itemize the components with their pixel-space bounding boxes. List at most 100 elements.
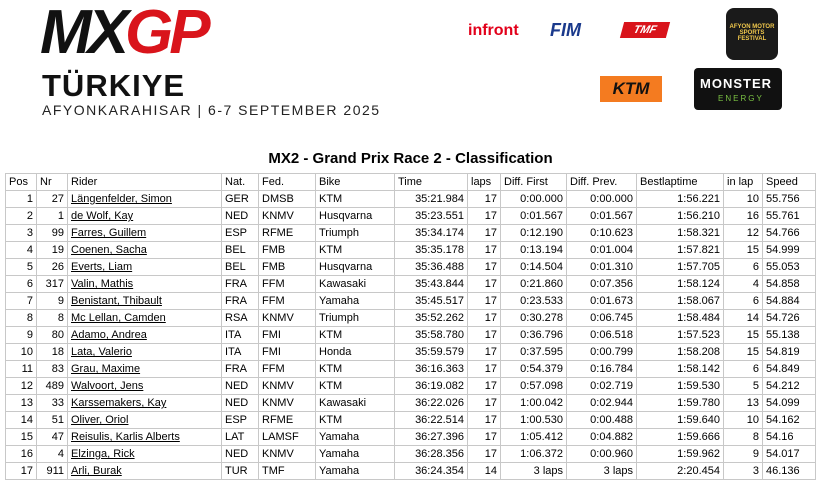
table-cell: 4: [36, 445, 68, 463]
table-cell: 99: [36, 224, 68, 242]
table-cell: 0:36.796: [500, 326, 567, 344]
table-cell: FRA: [221, 360, 259, 378]
table-cell: 35:59.579: [394, 343, 468, 361]
table-cell: 54.726: [762, 309, 816, 327]
table-body: 1 27 Längenfelder, Simon GER DMSB KTM 35:21.98…: [5, 190, 816, 480]
table-row: 10 18 Lata, Valerio ITA FMI Honda 35:59.579 17 0…: [5, 343, 816, 361]
table-cell: KTM: [315, 411, 395, 429]
rider-cell: Adamo, Andrea: [67, 326, 222, 344]
table-cell: 36:24.354: [394, 462, 468, 480]
table-row: 14 51 Oliver, Oriol ESP RFME KTM 36:22.514 17 1:…: [5, 411, 816, 429]
rider-name: Längenfelder, Simon: [71, 193, 172, 205]
table-cell: 1:59.962: [636, 445, 724, 463]
table-cell: GER: [221, 190, 259, 208]
monster-logo: MONSTER ENERGY: [694, 68, 782, 110]
column-header: Nr: [36, 173, 68, 191]
column-header: Fed.: [258, 173, 316, 191]
table-cell: 3 laps: [500, 462, 567, 480]
table-cell: Triumph: [315, 309, 395, 327]
table-cell: 54.884: [762, 292, 816, 310]
table-cell: 9: [36, 292, 68, 310]
table-cell: RFME: [258, 411, 316, 429]
tmf-logo: TMF: [619, 22, 671, 38]
table-cell: 17: [467, 411, 501, 429]
table-cell: KTM: [315, 326, 395, 344]
table-cell: 14: [5, 411, 37, 429]
table-cell: Yamaha: [315, 462, 395, 480]
table-cell: 1:59.780: [636, 394, 724, 412]
table-row: 4 19 Coenen, Sacha BEL FMB KTM 35:35.178 17 0:13…: [5, 241, 816, 259]
table-cell: 0:04.882: [566, 428, 637, 446]
rider-cell: de Wolf, Kay: [67, 207, 222, 225]
rider-name: Lata, Valerio: [71, 346, 132, 358]
table-cell: 26: [36, 258, 68, 276]
table-cell: 35:36.488: [394, 258, 468, 276]
table-cell: NED: [221, 207, 259, 225]
table-cell: 10: [723, 411, 763, 429]
table-cell: 1:57.821: [636, 241, 724, 259]
table-cell: 0:21.860: [500, 275, 567, 293]
table-cell: 317: [36, 275, 68, 293]
table-cell: 6: [5, 275, 37, 293]
table-cell: 54.766: [762, 224, 816, 242]
table-cell: 35:21.984: [394, 190, 468, 208]
rider-name: Arli, Burak: [71, 465, 122, 477]
table-cell: 35:23.551: [394, 207, 468, 225]
rider-cell: Lata, Valerio: [67, 343, 222, 361]
rider-cell: Längenfelder, Simon: [67, 190, 222, 208]
table-cell: 5: [723, 377, 763, 395]
table-cell: 0:01.567: [566, 207, 637, 225]
rider-cell: Elzinga, Rick: [67, 445, 222, 463]
table-cell: 9: [5, 326, 37, 344]
table-cell: 8: [36, 309, 68, 327]
table-cell: KTM: [315, 377, 395, 395]
table-cell: 17: [467, 258, 501, 276]
table-cell: Honda: [315, 343, 395, 361]
table-cell: 17: [467, 207, 501, 225]
table-cell: 54.849: [762, 360, 816, 378]
table-cell: 0:06.745: [566, 309, 637, 327]
rider-cell: Karssemakers, Kay: [67, 394, 222, 412]
table-cell: FFM: [258, 292, 316, 310]
table-cell: 1:57.705: [636, 258, 724, 276]
table-cell: 1:57.523: [636, 326, 724, 344]
table-cell: DMSB: [258, 190, 316, 208]
table-cell: FFM: [258, 275, 316, 293]
rider-cell: Oliver, Oriol: [67, 411, 222, 429]
table-cell: 0:01.310: [566, 258, 637, 276]
table-cell: 55.053: [762, 258, 816, 276]
table-cell: 36:22.026: [394, 394, 468, 412]
infront-logo: infront: [468, 22, 519, 39]
column-header: in lap: [723, 173, 763, 191]
column-header: Nat.: [221, 173, 259, 191]
table-cell: 17: [467, 343, 501, 361]
table-cell: LAMSF: [258, 428, 316, 446]
rider-name: Coenen, Sacha: [71, 244, 147, 256]
table-cell: 0:01.004: [566, 241, 637, 259]
rider-cell: Walvoort, Jens: [67, 377, 222, 395]
table-cell: Husqvarna: [315, 258, 395, 276]
table-cell: 54.162: [762, 411, 816, 429]
table-cell: 1:58.142: [636, 360, 724, 378]
table-cell: 35:43.844: [394, 275, 468, 293]
table-cell: 14: [723, 309, 763, 327]
rider-name: Elzinga, Rick: [71, 448, 135, 460]
table-cell: BEL: [221, 241, 259, 259]
table-row: 9 80 Adamo, Andrea ITA FMI KTM 35:58.780 17 0:36…: [5, 326, 816, 344]
table-cell: 36:19.082: [394, 377, 468, 395]
table-cell: 1:58.484: [636, 309, 724, 327]
table-cell: BEL: [221, 258, 259, 276]
table-cell: 46.136: [762, 462, 816, 480]
table-cell: 36:16.363: [394, 360, 468, 378]
table-cell: 17: [467, 445, 501, 463]
table-row: 12 489 Walvoort, Jens NED KNMV KTM 36:19.082 17…: [5, 377, 816, 395]
table-cell: 2:20.454: [636, 462, 724, 480]
table-cell: 4: [5, 241, 37, 259]
table-cell: FMI: [258, 326, 316, 344]
table-cell: NED: [221, 377, 259, 395]
table-cell: 17: [467, 275, 501, 293]
table-cell: 1:59.640: [636, 411, 724, 429]
table-cell: RSA: [221, 309, 259, 327]
table-cell: 9: [723, 445, 763, 463]
